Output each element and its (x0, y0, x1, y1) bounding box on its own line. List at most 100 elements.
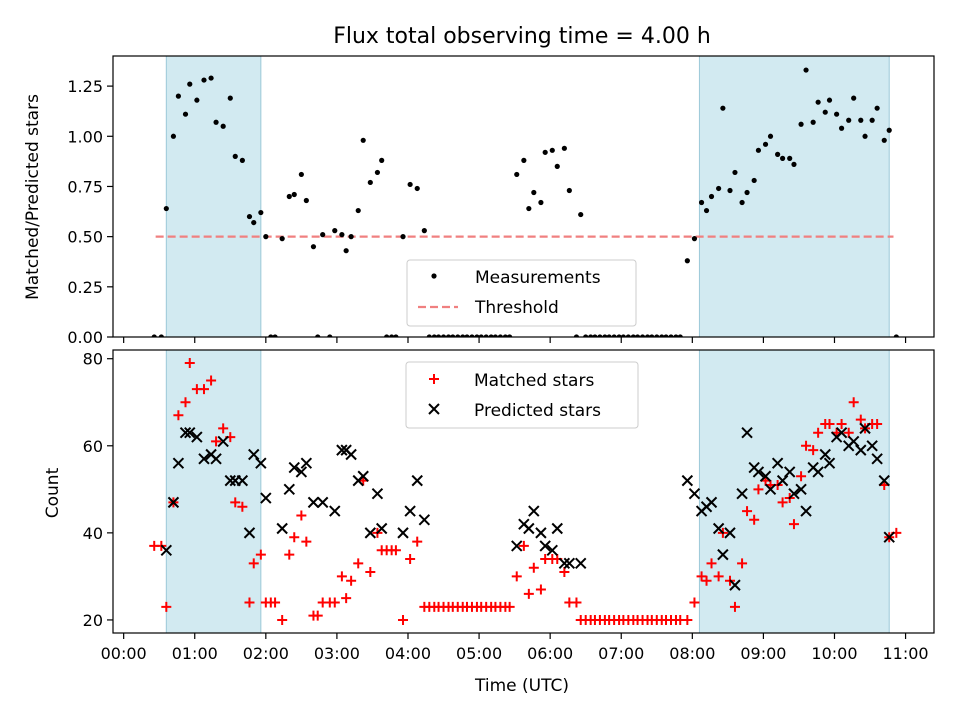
measurement-point (421, 228, 427, 234)
measurement-point (869, 117, 875, 123)
predicted-star-point (248, 448, 260, 461)
predicted-star-point (788, 487, 800, 500)
predicted-star-point (511, 540, 523, 552)
measurement-point (798, 121, 804, 127)
measurement-point (838, 125, 845, 131)
measurement-point (538, 199, 544, 206)
measurement-point (625, 334, 631, 337)
measurement-point (208, 75, 214, 81)
predicted-star-point (819, 448, 831, 461)
measurement-point (286, 193, 292, 200)
matched-star-point (248, 558, 259, 569)
measurement-point (464, 334, 470, 337)
measurement-point (549, 147, 555, 153)
predicted-star-point (236, 474, 249, 487)
measurement-point (213, 119, 219, 125)
predicted-star-point (795, 483, 807, 496)
y-tick-label: 1.25 (67, 77, 103, 96)
matched-star-point (836, 419, 847, 430)
predicted-star-point (191, 431, 203, 443)
measurement-point (583, 334, 589, 337)
predicted-star-point (224, 474, 236, 487)
measurement-point (755, 147, 762, 153)
measurement-point (739, 199, 745, 206)
observing-window-span (698, 56, 890, 337)
y-tick-label: 80 (83, 350, 103, 369)
predicted-star-point (764, 483, 777, 496)
matched-star-point (277, 614, 288, 625)
measurement-point (787, 155, 793, 161)
predicted-star-point (563, 557, 576, 570)
matched-star-point (749, 514, 760, 525)
measurement-point (246, 213, 253, 220)
measurement-point (348, 234, 354, 240)
measurement-point (767, 133, 774, 139)
predicted-star-point (771, 457, 784, 469)
measurement-point (727, 187, 733, 194)
matched-star-point (523, 588, 534, 599)
series-predicted-stars (160, 422, 895, 591)
matched-star-point (518, 540, 529, 551)
measurement-point (291, 191, 297, 198)
predicted-star-point (783, 466, 796, 478)
predicted-star-point (712, 522, 725, 535)
matched-star-point (843, 427, 854, 438)
predicted-star-point (260, 492, 272, 504)
measurement-point (779, 155, 786, 161)
bottom-plot: 20 40 60 80 00:00 01:00 02:00 03:00 04:00 05:00 06… (83, 349, 935, 663)
x-tick-label: 08:00 (669, 644, 715, 663)
matched-star-point (336, 571, 347, 582)
measurement-point (440, 334, 447, 337)
measurement-point (611, 334, 617, 337)
measurement-point (251, 219, 257, 226)
matched-star-point (198, 384, 209, 395)
measurement-point (526, 205, 532, 212)
chart-title: Flux total observing time = 4.00 h (333, 24, 711, 49)
measurement-point (478, 334, 484, 337)
measurement-point (592, 334, 598, 337)
measurement-point (367, 179, 373, 186)
predicted-star-point (883, 531, 895, 543)
measurement-point (374, 169, 381, 176)
measurement-point (698, 199, 705, 206)
matched-star-point (398, 614, 409, 625)
predicted-star-point (835, 427, 848, 439)
measurement-point (426, 334, 432, 337)
x-tick-label: 07:00 (598, 644, 644, 663)
measurement-point (668, 334, 674, 337)
predicted-star-point (316, 496, 329, 509)
measurement-point (483, 334, 489, 337)
matched-star-point (808, 445, 819, 456)
matched-star-point (230, 497, 241, 508)
matched-star-point (301, 536, 312, 547)
predicted-star-point (243, 527, 256, 539)
predicted-star-point (283, 483, 295, 496)
measurement-point (298, 171, 304, 178)
x-tick-label: 02:00 (243, 644, 289, 663)
predicted-star-point (551, 522, 563, 535)
matched-star-point (682, 614, 693, 625)
matched-star-point (255, 549, 266, 560)
matched-star-point (511, 571, 522, 582)
measurement-point (187, 81, 193, 87)
predicted-star-point (184, 427, 196, 439)
measurement-point (677, 334, 683, 337)
measurement-point (474, 334, 480, 337)
matched-star-point (824, 419, 835, 430)
measurement-point (400, 234, 406, 240)
measurement-point (227, 95, 233, 101)
matched-star-point (777, 497, 788, 508)
predicted-star-point (866, 440, 878, 452)
measurement-point (455, 334, 461, 337)
predicted-star-point (546, 544, 558, 556)
top-plot: 0.00 0.25 0.50 0.75 1.00 1.25 Measurements Thre… (67, 55, 935, 347)
y-tick-label: 60 (83, 437, 103, 456)
measurement-point (815, 99, 821, 105)
measurement-point (492, 334, 499, 337)
predicted-star-point (859, 422, 871, 435)
legend-label-predicted: Predicted stars (474, 401, 601, 421)
measurement-point (258, 209, 264, 216)
predicted-star-point (535, 527, 547, 539)
measurement-point (751, 177, 757, 184)
predicted-star-point (717, 548, 729, 561)
